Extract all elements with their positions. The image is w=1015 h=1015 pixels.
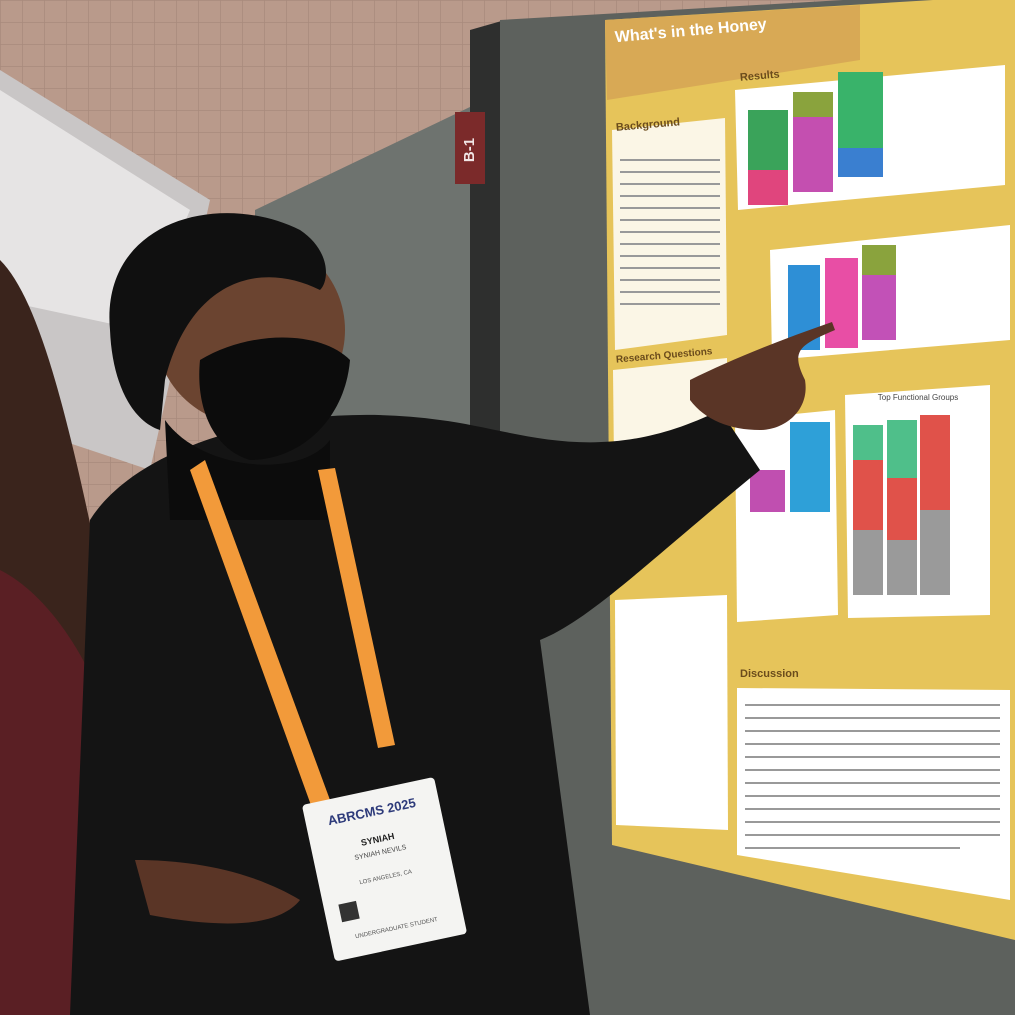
presenter-hand — [690, 322, 835, 430]
lanyard — [318, 468, 395, 748]
presenter-hand — [135, 860, 300, 924]
booth-sign — [455, 112, 485, 184]
bar-chart-figure — [853, 415, 950, 595]
section-heading: Discussion — [740, 668, 799, 680]
lanyard — [190, 460, 330, 808]
bar-chart-figure — [788, 245, 896, 350]
bar-chart-figure — [790, 422, 830, 512]
section-heading: Results — [739, 68, 780, 83]
poster-header — [605, 5, 860, 100]
booth-number: B-1 — [461, 138, 478, 162]
text-panel — [612, 118, 727, 350]
bar-chart-figure — [748, 72, 883, 205]
bar-chart-figure — [750, 470, 785, 512]
presenter-mask — [199, 337, 350, 460]
badge-qr — [338, 900, 360, 923]
section-heading: Background — [615, 116, 680, 134]
poster-text-lines — [620, 159, 1000, 849]
name-badge: ABRCMS 2025 SYNIAH SYNIAH NEVILS LOS ANG… — [302, 777, 467, 961]
methods-panel — [615, 595, 728, 830]
figure-title: Top Functional Groups — [878, 393, 959, 402]
presenter-hijab — [109, 213, 326, 430]
presenter-jacket — [70, 410, 760, 1015]
